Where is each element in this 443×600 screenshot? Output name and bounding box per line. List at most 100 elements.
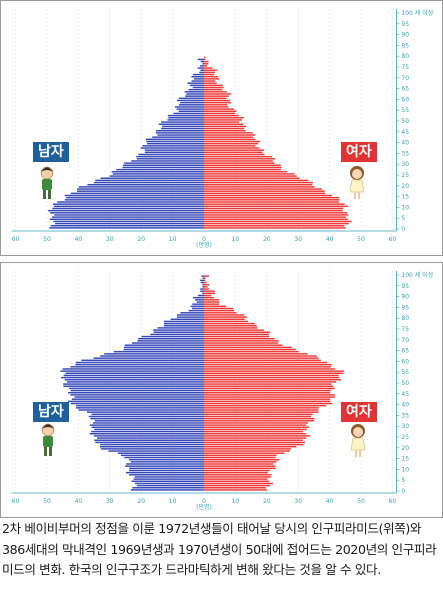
y-tick-label: 60 — [401, 96, 409, 103]
bar-male — [168, 117, 204, 119]
y-tick-label: 50 — [401, 380, 409, 387]
bar-male — [200, 60, 204, 63]
bar-male — [61, 376, 205, 379]
bar-male — [202, 292, 204, 295]
bar-female — [204, 379, 342, 381]
bar-female — [204, 114, 239, 117]
bar-male — [191, 75, 204, 78]
bar-male — [131, 342, 204, 344]
bar-male — [195, 299, 204, 301]
bar-female — [204, 140, 261, 143]
bar-female — [204, 420, 315, 422]
bar-male — [163, 322, 204, 325]
bar-male — [53, 220, 205, 223]
bar-female — [204, 104, 228, 106]
bar-male — [64, 199, 205, 201]
bar-male — [100, 177, 204, 179]
bar-male — [142, 145, 204, 147]
bar-male — [123, 346, 204, 349]
bar-male — [76, 190, 204, 192]
bar-male — [52, 203, 204, 205]
bar-female — [204, 286, 208, 288]
bar-female — [204, 465, 276, 467]
bar-male — [92, 422, 204, 424]
bar-female — [204, 127, 245, 130]
y-tick-label: 100 세 이상 — [401, 9, 433, 17]
x-tick-label: 10 — [169, 236, 177, 243]
bar-female — [204, 292, 216, 295]
bar-female — [204, 73, 214, 76]
y-tick-label: 75 — [401, 64, 409, 71]
bar-female — [204, 288, 210, 290]
boy-figure-illustration — [40, 166, 54, 199]
bar-male — [63, 374, 204, 377]
bar-male — [196, 301, 204, 303]
y-tick-label: 10 — [401, 204, 409, 211]
bar-female — [204, 391, 331, 394]
bar-female — [204, 214, 349, 216]
bar-female — [204, 218, 348, 221]
bar-male — [129, 474, 204, 476]
pyramid-chart-2020: 60 50 40 30 20 10 0 10 20 30 40 50 60(만명)05101520253… — [11, 271, 434, 511]
bar-male — [63, 385, 204, 387]
bar-female — [204, 372, 344, 375]
bar-male — [180, 312, 204, 314]
bar-female — [204, 188, 322, 190]
bar-male — [71, 398, 204, 400]
bar-male — [68, 391, 205, 394]
bar-male — [176, 316, 204, 318]
bar-female — [204, 474, 272, 476]
bar-male — [161, 121, 204, 123]
y-tick-label: 85 — [401, 304, 409, 311]
female-label: 여자 — [341, 142, 377, 162]
bar-female — [204, 368, 336, 370]
y-tick-label: 0 — [401, 226, 405, 233]
bar-female — [204, 123, 244, 125]
bar-male — [117, 452, 204, 454]
bar-male — [87, 411, 204, 413]
bar-male — [100, 443, 204, 446]
bar-female — [204, 482, 274, 485]
y-tick-label: 10 — [401, 466, 409, 473]
y-tick-label: 50 — [401, 118, 409, 125]
bar-female — [204, 322, 256, 325]
y-tick-label: 20 — [401, 445, 409, 452]
bar-male — [120, 454, 204, 457]
bar-male — [130, 461, 204, 463]
bar-female — [204, 402, 333, 405]
bar-male — [144, 149, 204, 151]
bar-female — [204, 153, 265, 156]
bar-male — [91, 413, 204, 416]
bar-female — [204, 366, 332, 368]
bar-female — [204, 489, 268, 491]
bar-male — [66, 196, 204, 199]
bar-female — [204, 192, 326, 195]
bar-female — [204, 158, 276, 160]
x-tick-label: 60 — [389, 236, 397, 243]
bar-female — [204, 171, 288, 173]
bar-female — [204, 314, 245, 316]
bar-female — [204, 78, 220, 80]
bar-female — [204, 348, 296, 351]
bar-male — [190, 305, 204, 308]
bar-male — [97, 437, 204, 439]
bar-female — [204, 363, 332, 366]
bar-female — [204, 426, 310, 429]
y-tick-label: 65 — [401, 86, 409, 93]
bar-female — [204, 355, 317, 357]
bar-male — [202, 286, 204, 288]
bar-female — [204, 458, 280, 461]
bar-female — [204, 329, 264, 331]
bar-male — [192, 303, 204, 305]
bar-male — [138, 153, 204, 156]
bar-male — [197, 58, 204, 61]
bar-female — [204, 454, 277, 457]
bar-male — [75, 361, 205, 364]
bar-female — [204, 344, 283, 346]
bar-female — [204, 318, 245, 321]
bar-male — [78, 409, 204, 411]
bar-female — [204, 101, 232, 104]
bar-female — [204, 411, 319, 413]
bar-male — [66, 381, 204, 383]
x-tick-label: 20 — [137, 498, 145, 505]
